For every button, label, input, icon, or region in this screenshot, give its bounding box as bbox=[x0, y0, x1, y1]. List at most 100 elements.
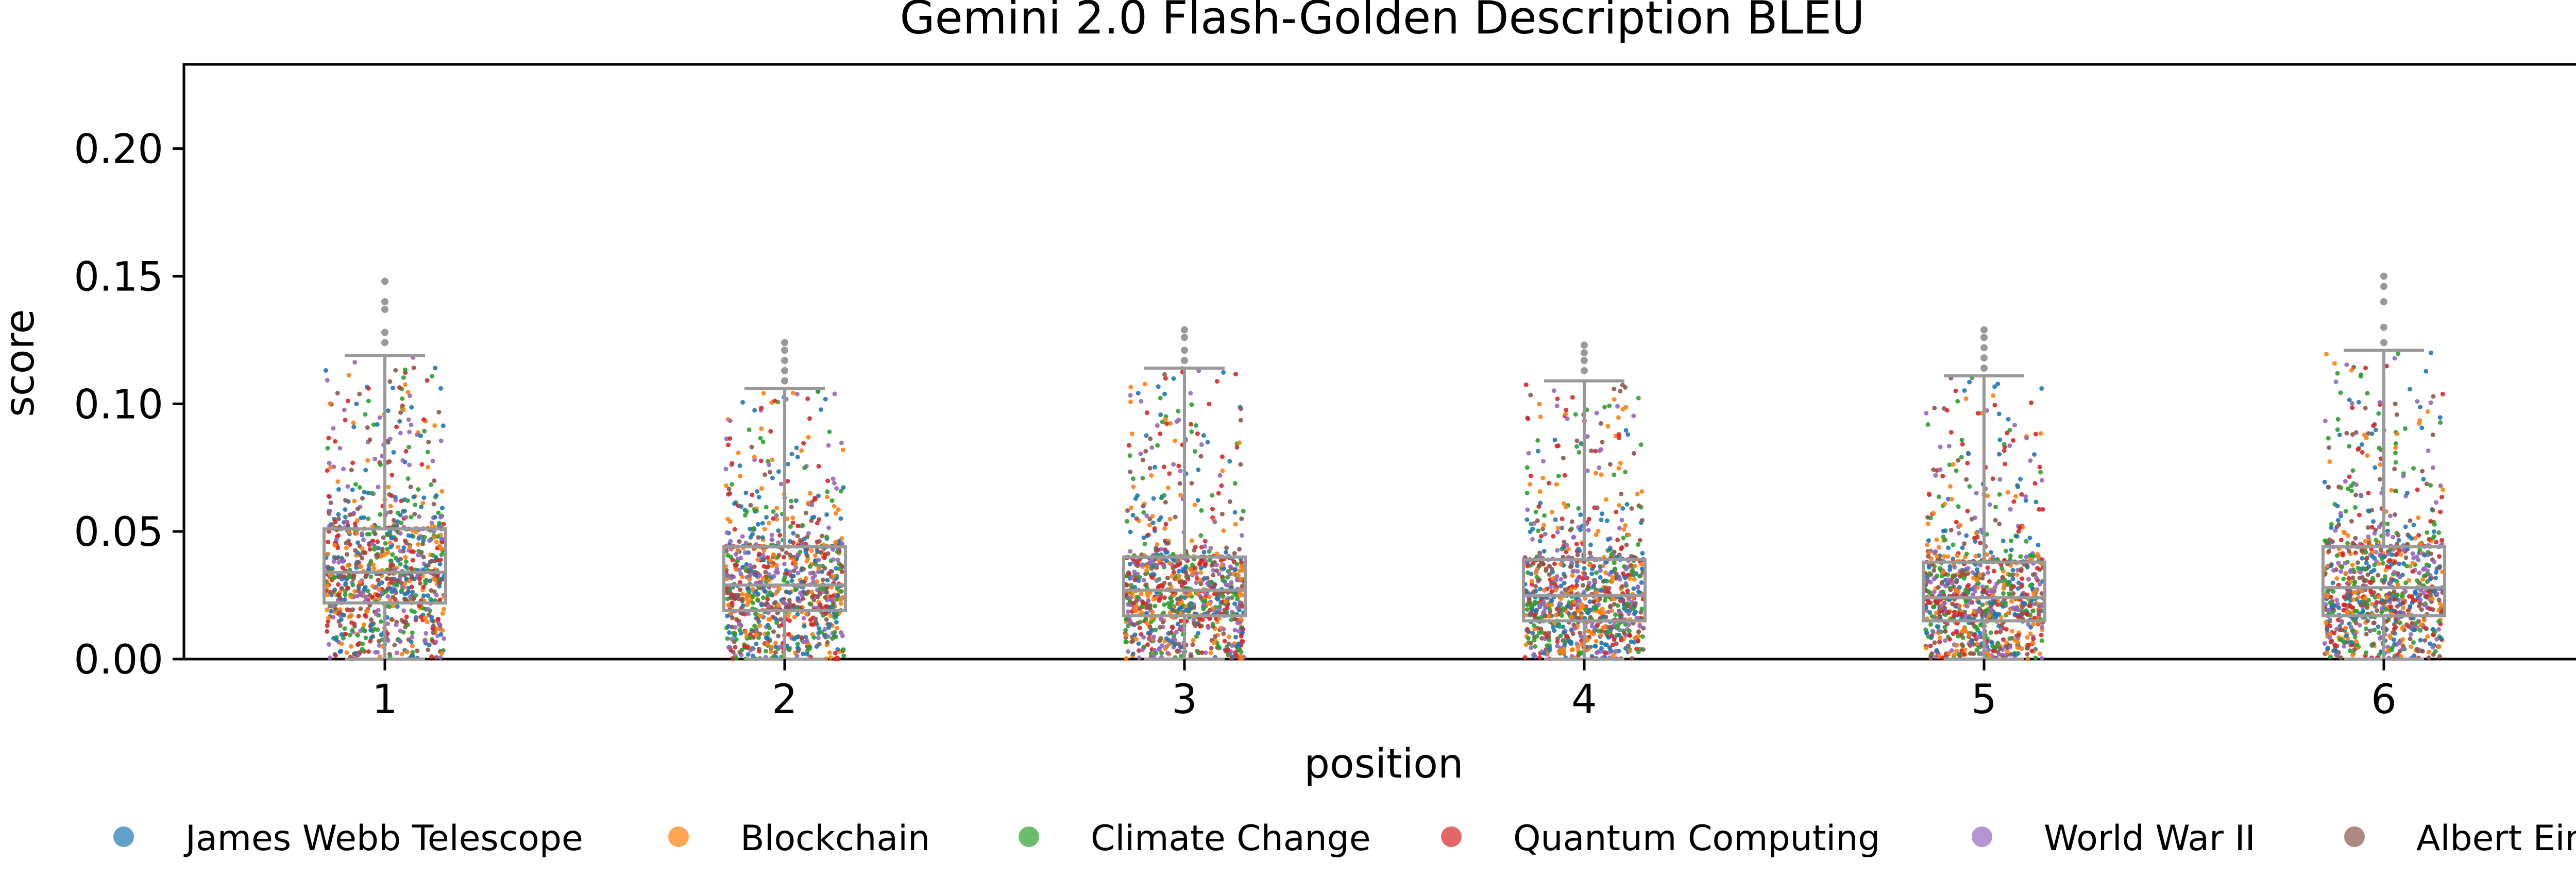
data-point bbox=[1226, 652, 1231, 658]
data-point bbox=[1171, 462, 1176, 467]
data-point bbox=[1555, 529, 1560, 534]
data-point bbox=[1212, 520, 1217, 525]
data-point bbox=[1616, 432, 1621, 437]
data-point bbox=[1946, 545, 1951, 550]
data-point bbox=[1541, 459, 1546, 464]
data-point bbox=[435, 616, 440, 622]
data-point bbox=[801, 441, 806, 446]
data-point bbox=[399, 588, 404, 593]
data-point bbox=[1954, 468, 1959, 473]
data-point bbox=[1147, 465, 1153, 471]
data-point bbox=[1233, 634, 1238, 640]
data-point bbox=[363, 574, 368, 579]
data-point bbox=[337, 610, 343, 615]
data-point bbox=[394, 582, 399, 588]
data-point bbox=[1594, 570, 1599, 575]
data-point bbox=[394, 650, 399, 655]
data-point bbox=[344, 552, 349, 557]
data-point bbox=[356, 614, 361, 619]
data-point bbox=[1990, 640, 1995, 645]
data-point bbox=[431, 630, 436, 635]
data-point bbox=[1615, 538, 1620, 543]
data-point bbox=[1124, 519, 1129, 524]
data-point bbox=[1947, 484, 1953, 489]
data-point bbox=[402, 382, 408, 387]
data-point bbox=[1532, 623, 1537, 628]
data-point bbox=[738, 556, 743, 561]
data-point bbox=[2026, 577, 2031, 582]
data-point bbox=[403, 515, 409, 520]
data-point bbox=[795, 612, 800, 617]
data-point bbox=[2405, 490, 2410, 495]
data-point bbox=[343, 498, 348, 503]
data-point bbox=[2032, 601, 2037, 607]
data-point bbox=[776, 540, 781, 545]
data-point bbox=[1970, 638, 1975, 643]
data-point bbox=[2365, 525, 2370, 530]
data-point bbox=[352, 498, 357, 504]
data-point bbox=[1959, 612, 1964, 617]
data-point bbox=[1560, 516, 1565, 522]
data-point bbox=[2335, 371, 2340, 376]
data-point bbox=[427, 538, 432, 543]
data-point bbox=[2392, 467, 2397, 472]
data-point bbox=[1541, 601, 1546, 607]
data-point bbox=[1148, 436, 1153, 441]
data-point bbox=[1974, 491, 1979, 496]
data-point bbox=[1198, 581, 1204, 586]
data-point bbox=[1948, 430, 1954, 435]
data-point bbox=[395, 510, 400, 515]
data-point bbox=[2020, 611, 2025, 616]
data-point bbox=[335, 391, 340, 396]
data-point bbox=[1162, 391, 1167, 396]
data-point bbox=[1945, 496, 1951, 502]
data-point bbox=[1929, 614, 1935, 619]
data-point bbox=[363, 614, 368, 619]
data-point bbox=[354, 594, 360, 599]
data-point bbox=[2034, 575, 2039, 580]
data-point bbox=[327, 524, 332, 529]
data-point bbox=[1598, 421, 1603, 426]
data-point bbox=[754, 628, 759, 633]
data-point bbox=[1126, 649, 1131, 654]
data-point bbox=[806, 435, 811, 440]
data-point bbox=[1214, 568, 1219, 573]
data-point bbox=[353, 562, 359, 567]
data-point bbox=[398, 430, 403, 436]
data-point bbox=[365, 458, 370, 463]
data-point bbox=[391, 450, 396, 455]
data-point bbox=[725, 516, 731, 522]
data-point bbox=[1639, 606, 1645, 611]
data-point bbox=[2409, 644, 2414, 649]
data-point bbox=[1179, 653, 1184, 659]
data-point bbox=[2019, 568, 2024, 573]
data-point bbox=[1618, 577, 1623, 582]
data-point bbox=[1136, 641, 1141, 646]
data-point bbox=[2345, 533, 2350, 538]
data-point bbox=[1547, 614, 1552, 619]
data-point bbox=[1192, 548, 1197, 553]
jitter-points bbox=[323, 350, 2446, 662]
data-point bbox=[1158, 625, 1163, 630]
data-point bbox=[1924, 588, 1929, 593]
data-point bbox=[744, 562, 749, 567]
data-point bbox=[2038, 470, 2043, 475]
data-point bbox=[765, 635, 770, 641]
data-point bbox=[1632, 577, 1637, 582]
data-point bbox=[1612, 397, 1617, 402]
data-point bbox=[814, 562, 819, 567]
data-point bbox=[1542, 513, 1547, 518]
data-point bbox=[745, 652, 751, 657]
data-point bbox=[728, 539, 733, 544]
data-point bbox=[836, 507, 841, 512]
data-point bbox=[1639, 489, 1645, 494]
data-point bbox=[801, 640, 806, 645]
data-point bbox=[770, 457, 775, 462]
data-point bbox=[1175, 622, 1180, 627]
data-point bbox=[2039, 386, 2044, 391]
data-point bbox=[434, 593, 439, 598]
data-point bbox=[437, 562, 443, 567]
data-point bbox=[829, 597, 835, 602]
data-point bbox=[1970, 592, 1975, 597]
data-point bbox=[1604, 642, 1609, 647]
